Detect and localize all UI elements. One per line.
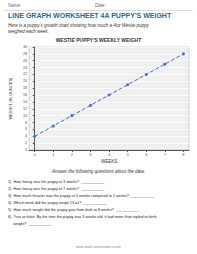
svg-text:8: 8 <box>182 152 185 157</box>
svg-text:3) How much heavier was the p: 3) How much heavier was the puppy at 5 w… <box>8 194 155 198</box>
svg-text:5: 5 <box>127 152 130 157</box>
svg-text:0: 0 <box>34 152 37 157</box>
svg-text:28: 28 <box>23 52 27 56</box>
svg-text:10: 10 <box>23 114 27 118</box>
svg-text:4) Which week did the puppy w: 4) Which week did the puppy weigh 13 oz?… <box>8 201 107 205</box>
svg-text:LINE GRAPH WORKSHEET 4A PUPPY': LINE GRAPH WORKSHEET 4A PUPPY'S WEIGHT <box>8 12 172 19</box>
svg-text:Here is a puppy's growth chart: Here is a puppy's growth chart showing h… <box>8 23 150 28</box>
svg-text:26: 26 <box>23 59 27 63</box>
svg-text:6) True or false: By the time: 6) True or false: By the time the puppy … <box>8 215 157 219</box>
svg-text:4: 4 <box>25 134 27 138</box>
svg-text:2) How heavy was the puppy at: 2) How heavy was the puppy at 7 weeks? _… <box>8 187 105 191</box>
svg-text:2: 2 <box>25 141 27 145</box>
svg-text:0: 0 <box>25 148 27 152</box>
svg-text:www.math-salamanders.com: www.math-salamanders.com <box>76 245 121 249</box>
svg-text:6: 6 <box>25 127 27 131</box>
svg-text:2: 2 <box>71 152 74 157</box>
svg-text:WESTIE PUPPY'S WEEKLY WEIGHT: WESTIE PUPPY'S WEEKLY WEIGHT <box>56 37 142 43</box>
svg-text:24: 24 <box>23 66 27 70</box>
svg-text:WEIGHT (IN OUNCES): WEIGHT (IN OUNCES) <box>8 77 13 120</box>
svg-text:weighed each week.: weighed each week. <box>8 29 49 34</box>
svg-text:14: 14 <box>23 100 27 104</box>
svg-text:20: 20 <box>23 79 27 83</box>
svg-text:30: 30 <box>23 45 27 49</box>
svg-text:7: 7 <box>164 152 167 157</box>
svg-text:WEEKS: WEEKS <box>101 159 117 164</box>
svg-text:5) How much weight did the pu: 5) How much weight did the puppy gain fr… <box>8 208 140 212</box>
svg-text:4: 4 <box>108 152 111 157</box>
svg-text:3: 3 <box>89 152 92 157</box>
svg-text:22: 22 <box>23 72 27 76</box>
svg-text:18: 18 <box>23 86 27 90</box>
svg-text:16: 16 <box>23 93 27 97</box>
svg-text:1: 1 <box>52 152 55 157</box>
svg-text:8: 8 <box>25 121 27 125</box>
svg-text:6: 6 <box>145 152 148 157</box>
svg-text:1) How heavy was the puppy at: 1) How heavy was the puppy at 3 weeks? _… <box>8 180 105 184</box>
svg-text:Date: Date <box>95 3 105 8</box>
svg-text:12: 12 <box>23 107 27 111</box>
svg-text:weight? ___________: weight? ___________ <box>8 222 53 226</box>
svg-text:Answer the following questions: Answer the following questions about the… <box>51 169 146 174</box>
svg-text:Name: Name <box>8 3 21 8</box>
